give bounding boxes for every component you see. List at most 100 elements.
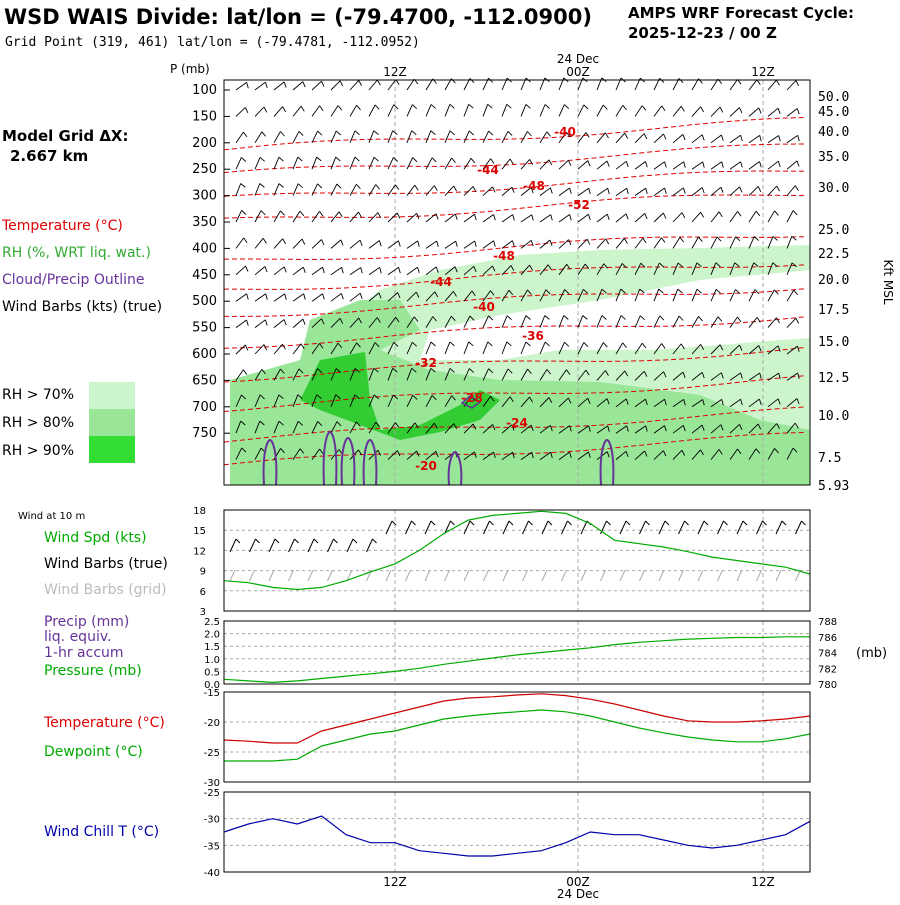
true-barb-11 (444, 520, 451, 535)
wind-barb-flag-409 (607, 425, 610, 432)
wind-barb-shaft-309 (406, 342, 413, 355)
wind-barb-flag-238 (772, 262, 778, 268)
wind-barb-flag-347 (566, 369, 571, 375)
wind-barb-shaft-280 (425, 316, 434, 328)
wind-barb-flag-282 (469, 315, 475, 321)
true-barb-flag-10 (430, 520, 436, 526)
wind-barb-shaft-158 (387, 212, 398, 223)
wind-barb-shaft-300 (235, 344, 246, 355)
wind-barb-flag-406 (549, 425, 553, 432)
wind-barb-shaft-89 (786, 135, 798, 144)
wind-barb-shaft-94 (311, 156, 318, 170)
wind-barb-shaft-91 (254, 157, 261, 170)
wind-barb-flag-207 (753, 236, 760, 241)
precip-ticks: 2.5 2.01.5 1.00.5 0.0 (204, 617, 220, 691)
wind-barb-shaft-42 (463, 104, 470, 117)
wind-barb-shaft-143 (672, 187, 684, 196)
wind-barb-shaft-323 (672, 343, 682, 355)
wind-barb-shaft-248 (387, 292, 399, 302)
wind-barb-shaft-388 (767, 398, 779, 408)
true-barb-23 (678, 520, 685, 535)
wind-barb-flag-384 (702, 399, 705, 406)
wind-barb-flag-404 (511, 424, 515, 431)
wind-barb-flag-373 (490, 396, 495, 402)
wind-barb-shaft-331 (254, 369, 263, 381)
wind-barb-shaft-149 (786, 185, 796, 196)
wind-tick-12: 12 (193, 546, 206, 557)
wind-barb-shaft-434 (501, 451, 513, 460)
wind-barb-shaft-172 (653, 212, 664, 223)
wind-barb-flag-240 (246, 293, 249, 300)
wind-barb-shaft-292 (653, 315, 661, 328)
wind-barb-flag-259 (601, 288, 607, 294)
pressure-ticks-right: 788 786 784 782 780 (818, 617, 837, 691)
wind-barb-flag-158 (396, 212, 401, 219)
wind-barb-shaft-98 (387, 157, 394, 170)
wind-barb-shaft-264 (691, 289, 698, 302)
wind-barb-flag-379 (606, 398, 610, 405)
wind-barb-shaft-34 (311, 105, 320, 117)
wind-barb-shaft-233 (672, 262, 679, 275)
true-barb-flag-19 (606, 520, 611, 526)
wind-barb-shaft-298 (767, 317, 777, 328)
dewpoint-legend: Dewpoint (°C) (44, 744, 143, 760)
wind-barb-flag-164 (512, 214, 515, 221)
wind-barb-flag-104 (509, 158, 514, 165)
wind-barb-flag-350 (624, 370, 629, 377)
wind-barb-flag-166 (550, 214, 553, 221)
wind-barb-flag-212 (283, 266, 287, 273)
wind-barb-flag-139 (607, 188, 610, 195)
wind-barb-flag-62 (280, 131, 285, 137)
wind-barb-shaft-319 (596, 342, 604, 355)
height-tick-2: 40.0 (818, 125, 849, 140)
wind-barb-flag-162 (474, 214, 477, 221)
pressure-tick-400: 400 (192, 241, 217, 256)
wind-barb-flag-67 (373, 130, 379, 135)
wind-barb-shaft-263 (672, 288, 679, 302)
temp-tick-2: -25 (204, 748, 220, 759)
wind-barb-shaft-310 (425, 341, 432, 355)
wind-barb-flag-447 (755, 448, 761, 454)
wind-barb-flag-194 (511, 240, 515, 247)
wind-barb-shaft-266 (729, 289, 736, 302)
pressure-right-tick-3: 782 (818, 664, 837, 675)
wind-barb-shaft-320 (615, 342, 624, 355)
wind-barb-shaft-356 (729, 372, 741, 381)
wind-barb-flag-35 (337, 105, 343, 111)
pressure-tick-150: 150 (192, 109, 217, 124)
wind-barb-flag-315 (525, 341, 531, 347)
wind-barb-flag-85 (720, 134, 724, 141)
wind-barb-flag-204 (698, 236, 703, 242)
wind-barb-shaft-56 (729, 107, 740, 117)
wind-barb-flag-305 (337, 342, 343, 349)
wind-barb-flag-376 (548, 397, 553, 404)
wind-barb-shaft-297 (748, 317, 758, 328)
wind-barb-flag-313 (487, 341, 493, 347)
wind-barb-flag-385 (721, 399, 724, 406)
grid-barb-5 (327, 569, 333, 582)
wind-barb-flag-135 (530, 187, 534, 194)
wind-barb-flag-141 (645, 188, 648, 195)
legend-rh70-label: RH > 70% (2, 387, 74, 403)
wind-barb-flag-140 (626, 188, 629, 195)
true-barb-flag-28 (781, 520, 787, 526)
wind-barb-shaft-407 (558, 425, 570, 434)
wind-barb-shaft-429 (406, 450, 417, 460)
true-barb-14 (502, 520, 510, 535)
wind-barb-flag-120 (240, 183, 246, 188)
wind-barb-shaft-222 (463, 265, 475, 276)
wind-barb-flag-249 (415, 291, 420, 298)
true-barb-25 (717, 520, 724, 535)
wind-barb-shaft-406 (539, 425, 551, 434)
wind-barb-shaft-64 (311, 130, 319, 143)
wind-barb-flag-332 (280, 368, 285, 374)
true-barb-flag-21 (645, 520, 650, 526)
rh80-region (230, 300, 810, 485)
wind-barb-flag-266 (735, 289, 741, 294)
wind-barb-flag-200 (624, 238, 628, 244)
wind-barb-shaft-86 (729, 134, 741, 144)
wind-barb-flag-74 (507, 130, 513, 136)
grid-barb-24 (697, 569, 704, 582)
wind-barb-flag-39 (412, 104, 418, 110)
wind-barb-flag-152 (280, 210, 285, 216)
